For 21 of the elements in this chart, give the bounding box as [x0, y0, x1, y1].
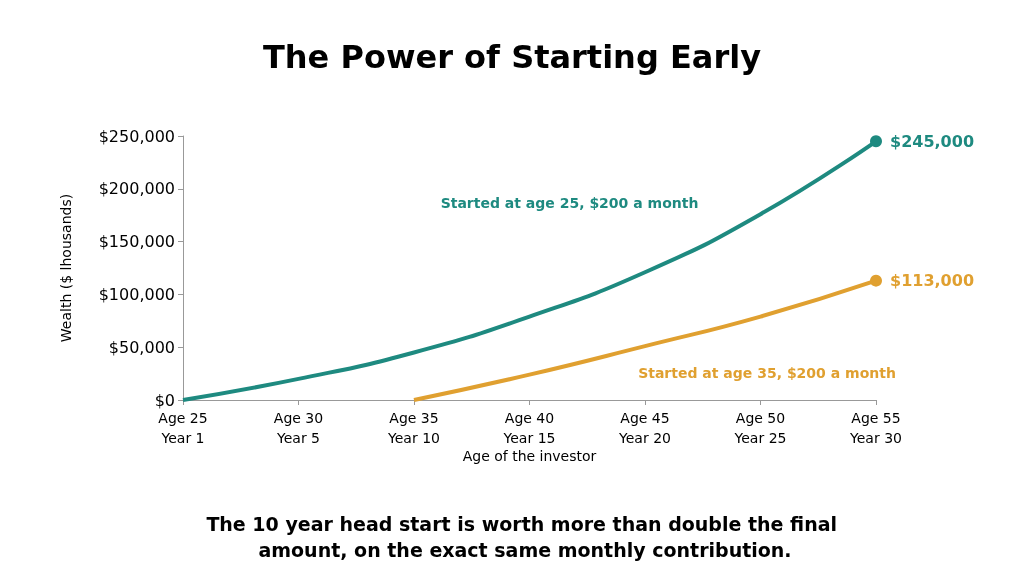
- y-tick-label: $150,000: [98, 232, 175, 252]
- x-tick-label: Age 45 Year 20: [618, 410, 671, 446]
- y-tick-label: $250,000: [98, 126, 175, 146]
- y-tick-label: $100,000: [98, 284, 175, 304]
- data-label: $245,000: [890, 131, 975, 151]
- x-axis-title: Age of the investor: [462, 447, 597, 464]
- y-tick-label: $0: [154, 390, 175, 410]
- y-axis-title: Wealth ($ lhousands): [58, 193, 74, 343]
- x-tick-label: Age 55 Year 30: [849, 410, 902, 446]
- text: The 10 year head start is worth more than double the final amount, on the exact same monthly contribution.: [206, 513, 844, 561]
- series-label: Started at age 35, $200 a month: [638, 365, 896, 382]
- text: Started at age 25, $200 a month: [440, 194, 699, 211]
- x-tick-label: Age 50 Year 25: [733, 410, 787, 446]
- x-tick-label: Age 40 Year 15: [502, 410, 556, 446]
- data-label: $113,000: [890, 271, 975, 291]
- chart-title: The Power of Starting Early: [263, 38, 762, 76]
- x-tick-label: Age 30 Year 5: [273, 410, 324, 446]
- x-tick-label: Age 25 Year 1: [158, 410, 208, 446]
- y-tick-label: $200,000: [98, 179, 175, 199]
- y-tick-label: $50,000: [108, 337, 175, 357]
- x-tick-label: Age 35 Year 10: [387, 410, 440, 446]
